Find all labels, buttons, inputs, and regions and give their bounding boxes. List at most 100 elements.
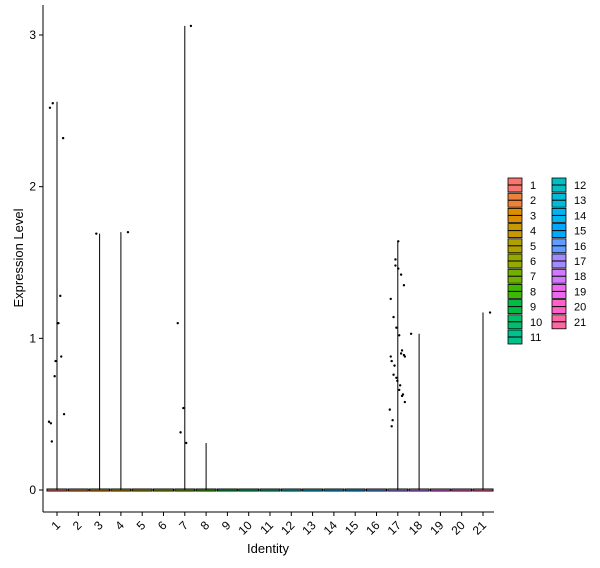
data-point xyxy=(397,267,400,270)
data-point xyxy=(400,394,404,398)
violin-body xyxy=(323,488,345,492)
legend-item-3: 3 xyxy=(507,207,536,223)
legend-label: 5 xyxy=(530,241,536,253)
violin-2 xyxy=(67,488,89,492)
data-point xyxy=(398,388,401,392)
data-point xyxy=(392,373,395,376)
violin-body xyxy=(451,488,473,492)
y-tick-label: 0 xyxy=(29,483,36,497)
violin-body xyxy=(259,488,281,492)
x-tick-label: 16 xyxy=(363,518,383,538)
x-tick-label: 5 xyxy=(134,518,149,533)
violin-20 xyxy=(451,488,473,492)
violin-body xyxy=(238,488,260,492)
data-point xyxy=(51,102,54,105)
data-point xyxy=(47,420,51,423)
legend-label: 4 xyxy=(530,226,536,238)
legend-item-1: 1 xyxy=(507,177,536,193)
y-tick-label: 1 xyxy=(29,331,36,345)
x-tick-label: 13 xyxy=(299,518,319,538)
data-point xyxy=(60,355,63,358)
legend-item-8: 8 xyxy=(507,283,536,299)
x-tick-label: 19 xyxy=(427,518,447,538)
x-tick-label: 12 xyxy=(278,518,298,538)
x-tick-label: 11 xyxy=(257,518,276,537)
violin-13 xyxy=(302,488,324,492)
legend-label: 17 xyxy=(574,256,586,268)
x-tick-label: 17 xyxy=(385,518,405,538)
x-tick-label: 7 xyxy=(176,518,191,533)
y-tick-label: 2 xyxy=(29,180,36,194)
violin-body xyxy=(131,488,153,492)
axes xyxy=(42,5,494,513)
legend-label: 19 xyxy=(574,286,586,298)
x-tick-label: 6 xyxy=(155,518,170,533)
x-tick-label: 15 xyxy=(342,518,362,538)
legend-item-7: 7 xyxy=(507,268,536,284)
data-point xyxy=(397,240,400,243)
data-point xyxy=(182,406,185,410)
violin-5 xyxy=(131,488,153,492)
violin-17 xyxy=(387,241,409,492)
data-point xyxy=(390,359,393,363)
data-point xyxy=(402,284,406,287)
violin-10 xyxy=(238,488,260,492)
x-tick-label: 9 xyxy=(219,518,234,533)
legend-item-20: 20 xyxy=(551,299,586,315)
x-tick-label: 14 xyxy=(321,518,341,538)
legend-label: 1 xyxy=(530,180,536,192)
legend-label: 21 xyxy=(574,317,586,329)
legend-label: 18 xyxy=(574,271,586,283)
y-tick-label: 3 xyxy=(29,28,36,42)
legend-item-6: 6 xyxy=(507,253,536,269)
data-point xyxy=(395,326,398,329)
x-axis-title: Identity xyxy=(247,541,289,556)
violin-18 xyxy=(408,333,430,492)
data-point xyxy=(59,294,62,298)
x-tick-label: 18 xyxy=(406,518,426,538)
data-point xyxy=(57,321,60,325)
legend-label: 11 xyxy=(530,332,541,344)
x-tick-label: 20 xyxy=(448,518,468,538)
legend-label: 6 xyxy=(530,256,536,268)
legend-label: 13 xyxy=(574,195,586,207)
legend-item-15: 15 xyxy=(551,223,586,239)
data-point xyxy=(396,379,399,382)
legend-label: 20 xyxy=(574,302,586,314)
violin-8 xyxy=(195,442,217,492)
legend-label: 7 xyxy=(530,271,536,283)
data-point xyxy=(50,440,54,443)
data-point xyxy=(398,334,401,337)
data-point xyxy=(189,24,193,28)
data-point xyxy=(409,332,413,335)
data-point xyxy=(54,359,57,363)
legend-label: 15 xyxy=(574,226,586,238)
legend-item-18: 18 xyxy=(551,268,586,284)
data-point xyxy=(394,264,397,267)
data-point xyxy=(53,375,56,378)
data-point xyxy=(185,441,188,445)
violin-body xyxy=(302,488,324,492)
violin-16 xyxy=(366,488,387,492)
data-point xyxy=(398,384,402,387)
violin-body xyxy=(366,488,387,492)
legend-item-12: 12 xyxy=(551,177,586,193)
violin-6 xyxy=(153,488,174,492)
data-point xyxy=(389,355,392,358)
data-point xyxy=(392,315,395,319)
violin-9 xyxy=(216,488,238,492)
violin-12 xyxy=(280,488,302,492)
violin-11 xyxy=(259,488,281,492)
legend-item-2: 2 xyxy=(507,192,536,208)
data-point xyxy=(399,273,403,276)
data-point xyxy=(48,106,52,110)
data-point xyxy=(403,400,407,404)
data-point xyxy=(391,419,394,422)
violins xyxy=(46,25,494,492)
data-point xyxy=(95,232,98,235)
x-tick-label: 10 xyxy=(235,518,255,538)
x-tick-label: 4 xyxy=(112,518,127,533)
legend-item-4: 4 xyxy=(507,223,536,239)
violin-14 xyxy=(323,488,345,492)
